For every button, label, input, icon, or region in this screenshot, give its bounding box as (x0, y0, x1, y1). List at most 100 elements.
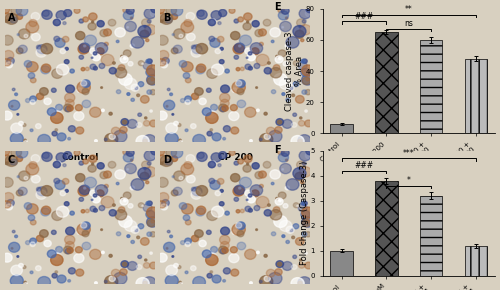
Circle shape (151, 78, 154, 81)
Circle shape (238, 45, 241, 47)
Circle shape (300, 181, 304, 184)
Circle shape (29, 19, 37, 27)
Circle shape (282, 119, 292, 128)
Circle shape (22, 124, 26, 126)
Circle shape (185, 271, 188, 274)
Circle shape (240, 209, 244, 213)
Circle shape (260, 276, 273, 287)
Circle shape (80, 81, 87, 86)
Circle shape (8, 19, 12, 23)
Circle shape (109, 134, 116, 139)
Circle shape (207, 211, 218, 220)
Circle shape (210, 38, 220, 47)
Circle shape (30, 100, 36, 104)
Circle shape (174, 171, 185, 181)
Circle shape (178, 124, 181, 126)
Circle shape (220, 235, 230, 244)
Circle shape (114, 130, 127, 142)
Circle shape (131, 179, 144, 190)
Circle shape (301, 59, 305, 63)
Bar (420, 40, 442, 133)
Circle shape (225, 211, 230, 215)
Circle shape (28, 73, 34, 79)
Circle shape (278, 192, 286, 199)
Circle shape (144, 259, 147, 261)
Circle shape (305, 252, 308, 254)
Circle shape (170, 93, 172, 96)
Circle shape (298, 135, 311, 146)
Circle shape (196, 206, 206, 214)
Circle shape (48, 108, 56, 116)
Circle shape (36, 235, 44, 242)
Circle shape (6, 204, 12, 210)
Circle shape (229, 150, 235, 155)
Circle shape (16, 156, 22, 162)
Circle shape (79, 55, 84, 59)
Circle shape (131, 226, 139, 233)
Circle shape (256, 196, 269, 208)
Circle shape (236, 223, 242, 228)
Circle shape (82, 88, 89, 95)
Circle shape (26, 21, 38, 33)
Circle shape (301, 68, 310, 76)
Circle shape (116, 40, 119, 43)
Circle shape (14, 235, 18, 238)
Circle shape (120, 269, 127, 275)
Circle shape (144, 151, 156, 161)
Circle shape (220, 189, 224, 192)
Circle shape (293, 81, 299, 87)
Circle shape (128, 61, 133, 66)
Circle shape (237, 231, 244, 237)
Circle shape (100, 172, 108, 179)
Circle shape (24, 282, 28, 285)
Circle shape (119, 73, 132, 85)
Circle shape (181, 164, 194, 175)
Circle shape (302, 75, 314, 85)
Circle shape (274, 215, 287, 227)
Circle shape (124, 192, 131, 199)
Circle shape (8, 242, 20, 252)
Circle shape (26, 241, 30, 244)
Circle shape (18, 29, 30, 39)
Circle shape (42, 10, 49, 17)
Circle shape (136, 236, 140, 239)
Circle shape (146, 59, 150, 63)
Circle shape (222, 106, 228, 111)
Circle shape (60, 191, 66, 196)
Circle shape (172, 114, 174, 115)
Circle shape (245, 206, 251, 212)
Circle shape (173, 187, 182, 195)
Circle shape (274, 127, 282, 133)
Circle shape (208, 253, 216, 260)
Circle shape (268, 62, 270, 64)
Circle shape (293, 26, 306, 37)
Circle shape (286, 226, 294, 233)
Circle shape (135, 229, 138, 232)
Circle shape (29, 162, 37, 169)
Circle shape (264, 112, 267, 115)
Circle shape (148, 20, 151, 23)
Circle shape (24, 203, 32, 209)
Circle shape (66, 99, 74, 107)
Circle shape (2, 201, 11, 208)
Circle shape (116, 182, 119, 185)
Circle shape (142, 161, 150, 169)
Circle shape (233, 186, 244, 196)
Circle shape (158, 59, 166, 66)
Circle shape (131, 98, 134, 101)
Circle shape (97, 163, 104, 169)
Circle shape (30, 220, 36, 225)
Circle shape (22, 266, 26, 269)
Circle shape (180, 241, 185, 244)
Circle shape (124, 153, 134, 162)
Circle shape (151, 6, 159, 13)
Circle shape (26, 62, 38, 72)
Circle shape (282, 235, 285, 238)
Circle shape (118, 207, 125, 213)
Circle shape (138, 224, 144, 229)
Circle shape (191, 48, 202, 57)
Circle shape (70, 69, 74, 73)
Circle shape (244, 249, 256, 259)
Circle shape (77, 88, 82, 93)
Circle shape (248, 209, 252, 212)
